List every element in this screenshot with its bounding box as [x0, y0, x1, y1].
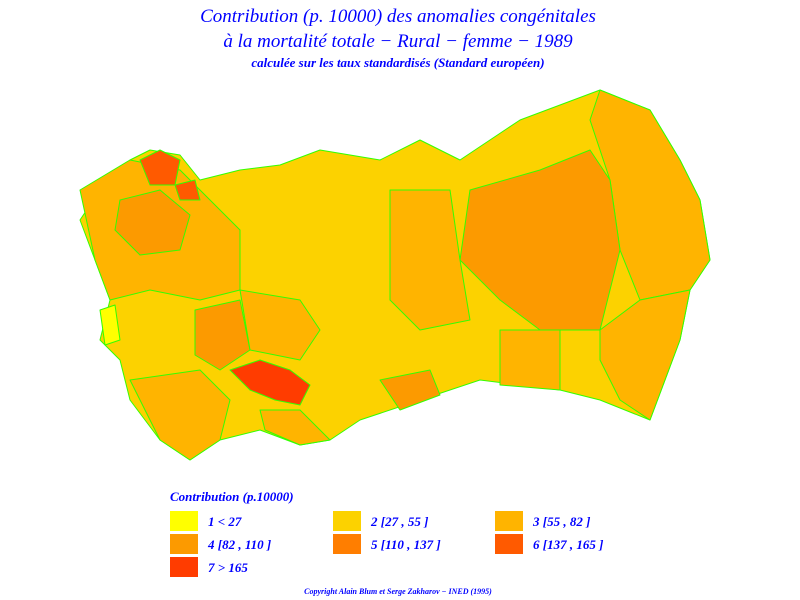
region	[239, 289, 321, 361]
region	[229, 359, 311, 406]
legend-swatch	[170, 534, 198, 554]
legend-label: 6 [137 , 165 ]	[533, 537, 603, 552]
region	[379, 369, 441, 411]
region	[174, 179, 201, 201]
region	[499, 329, 561, 391]
legend-label: 4 [82 , 110 ]	[207, 537, 271, 552]
legend-label: 3 [55 , 82 ]	[532, 514, 590, 529]
region	[99, 304, 121, 346]
title-line: à la mortalité totale − Rural − femme − …	[223, 31, 573, 52]
region	[139, 149, 181, 186]
region	[599, 289, 691, 421]
legend-label: 2 [27 , 55 ]	[370, 514, 428, 529]
legend-swatch	[333, 534, 361, 554]
legend-label: 5 [110 , 137 ]	[371, 537, 441, 552]
legend-swatch	[495, 534, 523, 554]
subtitle: calculée sur les taux standardisés (Stan…	[251, 55, 544, 70]
legend-swatch	[170, 557, 198, 577]
region	[459, 149, 621, 331]
region	[389, 189, 471, 331]
legend-swatch	[170, 511, 198, 531]
map	[79, 89, 711, 461]
legend: 1 < 27 2 [27 , 55 ] 3 [55 , 82 ] 4 [82 , 11…	[170, 511, 603, 577]
title-line: Contribution (p. 10000) des anomalies co…	[200, 6, 596, 27]
legend-swatch	[333, 511, 361, 531]
legend-label: 7 > 165	[208, 560, 248, 575]
copyright: Copyright Alain Blum et Serge Zakharov −…	[304, 587, 492, 596]
legend-title: Contribution (p.10000)	[170, 489, 294, 504]
legend-label: 1 < 27	[208, 514, 242, 529]
region	[114, 189, 191, 256]
legend-swatch	[495, 511, 523, 531]
region	[194, 299, 251, 371]
region	[259, 409, 331, 446]
region	[129, 369, 231, 461]
